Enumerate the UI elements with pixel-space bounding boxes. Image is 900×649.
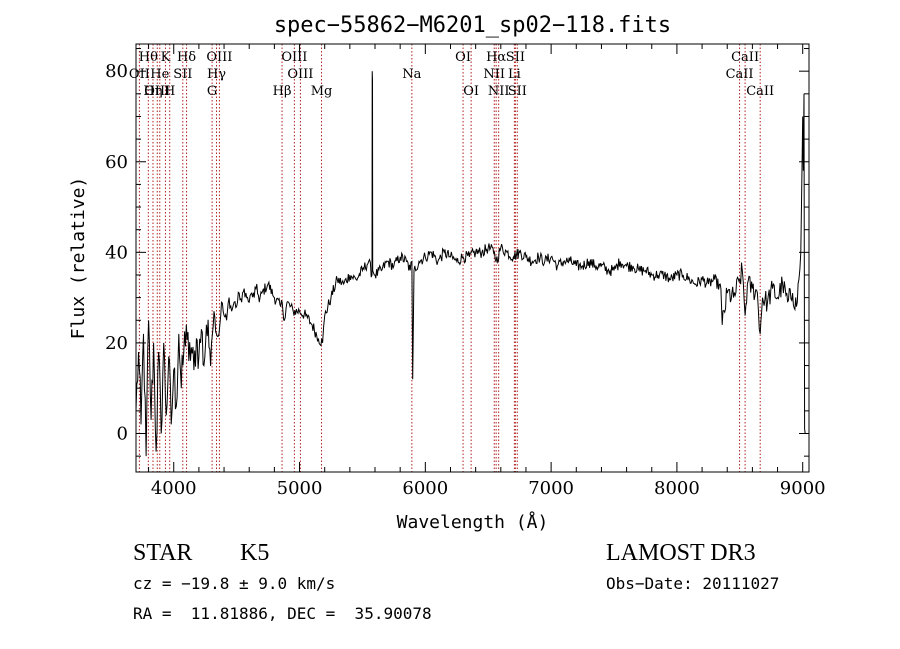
spectral-line-label: SII: [506, 50, 525, 65]
spectral-line-label: SII: [508, 84, 527, 99]
spectral-line-label: OI: [463, 84, 479, 99]
spectral-line-label: NII: [488, 84, 510, 99]
x-tick-label: 6000: [402, 478, 448, 499]
y-axis-label: Flux (relative): [68, 177, 89, 340]
x-tick-label: 5000: [277, 478, 323, 499]
survey-label: LAMOST DR3: [606, 540, 756, 566]
spectral-line-label: Mg: [311, 84, 333, 99]
x-tick-label: 7000: [528, 478, 574, 499]
spectral-line-label: Li: [508, 67, 521, 82]
spectral-line-label: H: [164, 84, 175, 99]
redshift-velocity: cz = −19.8 ± 9.0 km/s: [133, 574, 336, 593]
y-tick-label: 60: [105, 152, 128, 173]
spectral-line-label: K: [161, 50, 171, 65]
sky-coordinates: RA = 11.81886, DEC = 35.90078: [133, 604, 432, 623]
spectral-line-label: Hα: [486, 50, 506, 65]
spectrum-line: [135, 71, 806, 457]
y-tick-label: 20: [105, 333, 128, 354]
spectral-line-label: OIII: [281, 50, 307, 65]
spectral-line-label: CaII: [726, 67, 754, 82]
spectral-line-label: G: [207, 84, 217, 99]
object-class: STAR: [133, 540, 193, 566]
spectral-line-label: OIII: [287, 67, 313, 82]
spectral-line-label: OIII: [206, 50, 232, 65]
spectral-line-label: CaII: [731, 50, 759, 65]
x-tick-label: 8000: [654, 478, 700, 499]
plot-frame: [135, 43, 810, 473]
spectral-line-label: Hη: [143, 84, 162, 99]
spectral-line-label: Hγ: [207, 67, 226, 82]
chart-title: spec−55862−M6201_sp02−118.fits: [274, 13, 671, 38]
spectral-line-label: OII: [129, 67, 150, 82]
x-tick-label: 4000: [151, 478, 197, 499]
spectral-line-label: Hθ: [139, 50, 158, 65]
y-tick-label: 0: [117, 424, 128, 445]
x-axis-label: Wavelength (Å): [397, 511, 549, 533]
spectral-line-label: NII: [483, 67, 505, 82]
spectral-line-label: OI: [455, 50, 471, 65]
spectral-line-label: Hβ: [273, 84, 292, 99]
spectral-line-label: Na: [402, 67, 421, 82]
spectral-line-label: OIII: [144, 84, 170, 99]
object-subclass: K5: [240, 540, 270, 566]
y-tick-label: 40: [105, 242, 128, 263]
spectral-line-label: Hδ: [177, 50, 196, 65]
y-tick-label: 80: [105, 61, 128, 82]
observation-date: Obs−Date: 20111027: [606, 574, 780, 593]
spectral-line-label: SII: [173, 67, 192, 82]
spectral-line-label: CaII: [746, 84, 774, 99]
spectral-line-label: He: [150, 67, 169, 82]
x-tick-label: 9000: [780, 478, 826, 499]
